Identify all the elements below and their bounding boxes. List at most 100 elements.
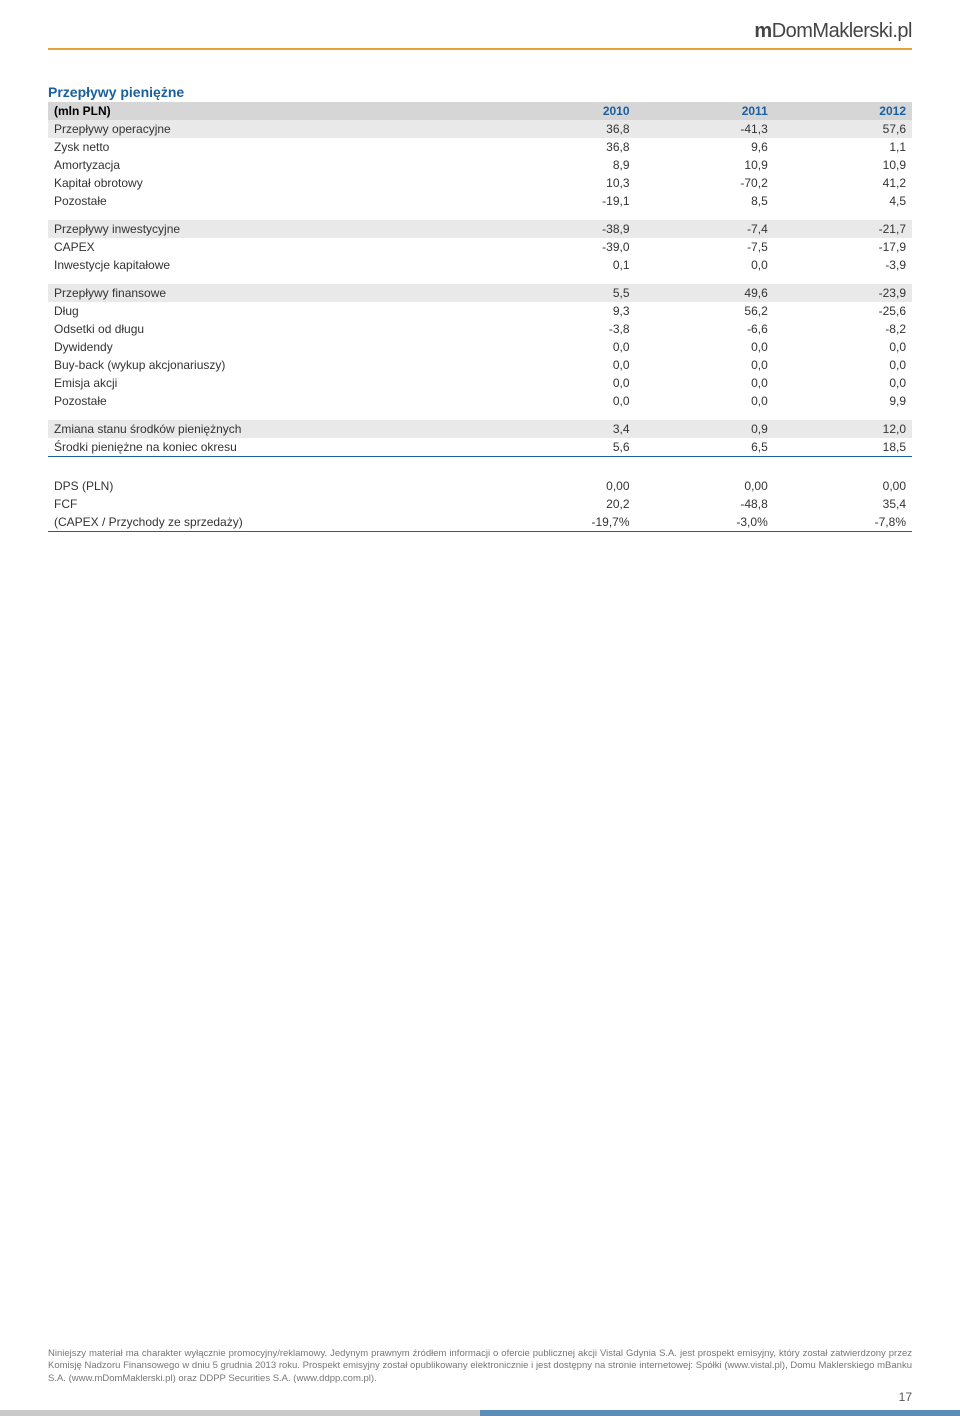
metric-row-dps: DPS (PLN)0,000,000,00 [48,477,912,495]
cell-value: 49,6 [636,284,774,302]
metric-row-capex-ratio: (CAPEX / Przychody ze sprzedaży)-19,7%-3… [48,513,912,532]
logo-underline [48,48,912,50]
table-header-row: (mln PLN) 2010 2011 2012 [48,102,912,120]
brand-logo: mDomMaklerski.pl [754,20,912,43]
cell-value: 5,5 [497,284,635,302]
cell-value: -17,9 [774,238,912,256]
disclaimer-text: Niniejszy materiał ma charakter wyłączni… [48,1348,912,1386]
cell-value: 10,3 [497,174,635,192]
cell-label: FCF [48,495,497,513]
cell-label: Dług [48,302,497,320]
financing-section-row: Przepływy finansowe 5,5 49,6 -23,9 [48,284,912,302]
table-row: CAPEX-39,0-7,5-17,9 [48,238,912,256]
cell-label: Inwestycje kapitałowe [48,256,497,274]
cell-value: 0,0 [497,374,635,392]
table-row: Dług9,356,2-25,6 [48,302,912,320]
cell-value: 0,0 [774,338,912,356]
cell-value: 0,0 [636,256,774,274]
logo-m: m [754,20,771,42]
cell-value: 6,5 [636,438,774,457]
cell-label: DPS (PLN) [48,477,497,495]
cell-value: 8,5 [636,192,774,210]
cell-value: 1,1 [774,138,912,156]
cell-value: -6,6 [636,320,774,338]
cell-value: -7,5 [636,238,774,256]
table-row: Amortyzacja8,910,910,9 [48,156,912,174]
table-row: Kapitał obrotowy10,3-70,241,2 [48,174,912,192]
cell-value: -39,0 [497,238,635,256]
spacer-row [48,210,912,220]
cell-value: 9,9 [774,392,912,410]
cell-label: Odsetki od długu [48,320,497,338]
cell-value: 41,2 [774,174,912,192]
summary-row-change: Zmiana stanu środków pieniężnych 3,4 0,9… [48,420,912,438]
spacer-row [48,410,912,420]
bottom-bar-grey [0,1410,480,1416]
cell-value: -41,3 [636,120,774,138]
cell-value: -19,1 [497,192,635,210]
section-title: Przepływy pieniężne [48,84,912,100]
cell-value: 18,5 [774,438,912,457]
logo-main: DomMaklerski [772,20,893,42]
cell-value: -23,9 [774,284,912,302]
bottom-bar [0,1410,960,1416]
table-row: Emisja akcji0,00,00,0 [48,374,912,392]
cell-value: -21,7 [774,220,912,238]
cell-value: 0,00 [636,477,774,495]
cell-value: -7,4 [636,220,774,238]
investing-section-row: Przepływy inwestycyjne -38,9 -7,4 -21,7 [48,220,912,238]
cell-label: Środki pieniężne na koniec okresu [48,438,497,457]
cell-value: 0,0 [497,392,635,410]
cell-label: Przepływy operacyjne [48,120,497,138]
main-content: Przepływy pieniężne (mln PLN) 2010 2011 … [48,84,912,532]
cell-value: 10,9 [774,156,912,174]
cell-value: 36,8 [497,138,635,156]
cell-label: Pozostałe [48,392,497,410]
cell-value: -3,9 [774,256,912,274]
table-row: Pozostałe-19,18,54,5 [48,192,912,210]
cell-label: Emisja akcji [48,374,497,392]
table-row: Pozostałe0,00,09,9 [48,392,912,410]
cell-value: 0,9 [636,420,774,438]
cell-value: 0,0 [497,338,635,356]
cell-value: 0,0 [497,356,635,374]
table-row: Dywidendy0,00,00,0 [48,338,912,356]
logo-suffix: .pl [892,20,912,42]
header-label: (mln PLN) [48,102,497,120]
cell-value: -7,8% [774,513,912,532]
cell-value: 35,4 [774,495,912,513]
spacer-row [48,467,912,477]
cell-value: 36,8 [497,120,635,138]
cell-label: Dywidendy [48,338,497,356]
header-year-2010: 2010 [497,102,635,120]
cell-label: Przepływy inwestycyjne [48,220,497,238]
cell-label: Kapitał obrotowy [48,174,497,192]
cell-label: CAPEX [48,238,497,256]
cell-value: 12,0 [774,420,912,438]
cell-value: -8,2 [774,320,912,338]
cell-value: 0,00 [497,477,635,495]
cell-label: Przepływy finansowe [48,284,497,302]
cell-value: -3,0% [636,513,774,532]
cell-value: 5,6 [497,438,635,457]
cell-value: 0,0 [636,338,774,356]
table-row: Inwestycje kapitałowe0,10,0-3,9 [48,256,912,274]
summary-row-ending-cash: Środki pieniężne na koniec okresu 5,6 6,… [48,438,912,457]
cell-value: -19,7% [497,513,635,532]
cell-value: 57,6 [774,120,912,138]
cell-value: 9,6 [636,138,774,156]
table-row: Buy-back (wykup akcjonariuszy)0,00,00,0 [48,356,912,374]
page-number: 17 [899,1390,912,1404]
metric-row-fcf: FCF20,2-48,835,4 [48,495,912,513]
cell-value: 4,5 [774,192,912,210]
cell-value: 0,00 [774,477,912,495]
cell-value: 56,2 [636,302,774,320]
spacer-row [48,274,912,284]
cell-label: Amortyzacja [48,156,497,174]
cell-value: 8,9 [497,156,635,174]
cell-value: 0,0 [774,374,912,392]
bottom-bar-blue [480,1410,960,1416]
cell-value: 0,0 [636,374,774,392]
cell-value: -3,8 [497,320,635,338]
cell-value: 20,2 [497,495,635,513]
